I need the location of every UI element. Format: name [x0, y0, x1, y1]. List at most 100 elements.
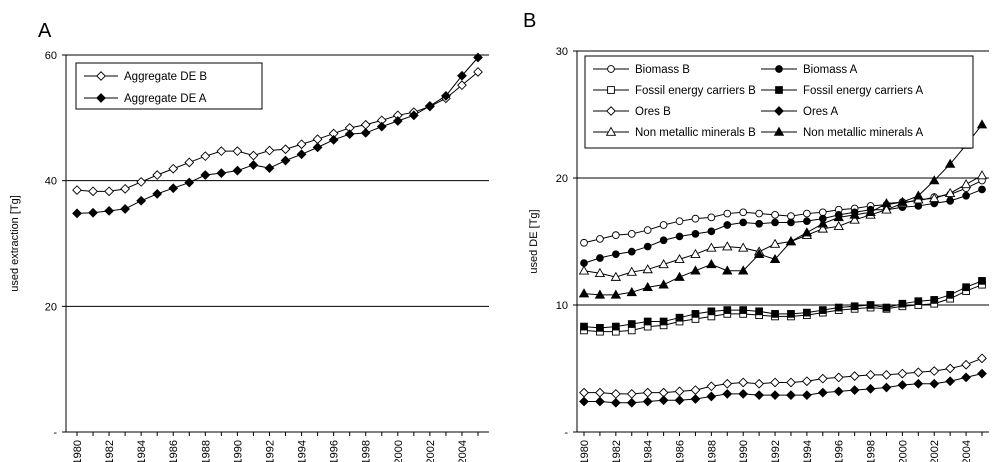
legend-marker-non-metallic-minerals-b	[605, 126, 617, 136]
point-aggregate-de-b-2005	[473, 67, 483, 77]
point-aggregate-de-b-2004	[457, 80, 467, 91]
point-ores-a-1983	[626, 397, 637, 408]
series-line-ores-a	[584, 373, 983, 404]
point-fossil-energy-carriers-a-2002	[930, 296, 939, 304]
point-ores-b-2003	[945, 363, 956, 374]
point-aggregate-de-b-1984	[136, 177, 147, 187]
point-biomass-a-1983	[627, 247, 636, 256]
point-ores-b-1983	[626, 389, 637, 399]
point-non-metallic-minerals-b-1999	[881, 204, 892, 214]
point-non-metallic-minerals-a-1983	[626, 286, 637, 297]
point-non-metallic-minerals-a-1999	[881, 198, 892, 208]
point-aggregate-de-a-1994	[296, 149, 307, 160]
point-fossil-energy-carriers-a-1981	[596, 324, 604, 332]
point-biomass-b-1984	[643, 226, 652, 234]
legend-marker-ores-b	[606, 106, 616, 116]
point-ores-a-1998	[865, 383, 876, 394]
x-tick-label-b-1992: 1992	[770, 440, 782, 462]
point-aggregate-de-a-2001	[408, 110, 419, 121]
point-non-metallic-minerals-b-1988	[706, 242, 717, 252]
point-aggregate-de-a-1982	[104, 205, 114, 216]
point-ores-a-1992	[770, 390, 780, 401]
point-aggregate-de-a-1981	[88, 207, 98, 218]
point-biomass-a-1990	[739, 218, 748, 227]
point-fossil-energy-carriers-a-1985	[659, 317, 668, 326]
point-ores-a-2005	[977, 368, 987, 379]
point-non-metallic-minerals-b-1984	[642, 264, 653, 274]
point-ores-a-1990	[738, 389, 749, 399]
point-fossil-energy-carriers-a-2005	[978, 277, 986, 285]
point-aggregate-de-b-1992	[264, 145, 275, 156]
legend-marker-biomass-a	[775, 65, 783, 73]
point-fossil-energy-carriers-a-1987	[691, 310, 700, 318]
x-tick-label-a-1980: 1980	[72, 440, 84, 462]
point-aggregate-de-a-1989	[216, 168, 227, 179]
point-ores-a-2002	[929, 378, 940, 389]
x-tick-label-b-1994: 1994	[802, 440, 814, 462]
point-ores-a-1988	[706, 391, 717, 402]
point-non-metallic-minerals-b-1995	[817, 223, 828, 233]
point-aggregate-de-a-1992	[264, 163, 275, 173]
point-ores-b-1991	[754, 378, 765, 389]
point-fossil-energy-carriers-a-2001	[914, 297, 923, 306]
point-aggregate-de-b-1986	[168, 163, 179, 174]
point-biomass-b-1992	[771, 210, 779, 219]
point-biomass-a-1992	[771, 218, 779, 227]
point-fossil-energy-carriers-a-1998	[866, 301, 875, 309]
point-non-metallic-minerals-b-1980	[578, 265, 590, 275]
point-aggregate-de-b-1985	[152, 170, 163, 180]
point-aggregate-de-b-1980	[72, 185, 82, 195]
point-aggregate-de-b-1991	[248, 150, 259, 161]
point-biomass-a-2001	[914, 202, 923, 210]
series-line-non-metallic-minerals-a	[583, 124, 983, 296]
point-non-metallic-minerals-b-1989	[722, 241, 733, 251]
point-aggregate-de-a-2003	[441, 90, 451, 101]
legend-label-ores-a: Ores A	[803, 106, 838, 118]
point-fossil-energy-carriers-a-1983	[627, 320, 636, 328]
point-ores-a-2003	[945, 376, 956, 387]
point-non-metallic-minerals-a-1988	[706, 259, 717, 269]
point-aggregate-de-a-1980	[72, 208, 82, 219]
point-aggregate-de-b-1981	[88, 186, 98, 197]
point-non-metallic-minerals-a-1984	[642, 281, 653, 291]
point-non-metallic-minerals-b-1982	[610, 271, 622, 281]
x-tick-label-a-2004: 2004	[457, 440, 469, 462]
x-tick-label-a-1988: 1988	[200, 440, 212, 462]
legend-marker-biomass-b	[607, 65, 615, 73]
point-non-metallic-minerals-b-2003	[944, 187, 956, 198]
y-tick-label-b-30: 30	[556, 46, 568, 58]
x-tick-label-a-2000: 2000	[393, 440, 405, 462]
point-biomass-a-2005	[978, 185, 986, 194]
point-non-metallic-minerals-a-1992	[769, 253, 781, 264]
point-non-metallic-minerals-a-2005	[976, 119, 988, 129]
point-non-metallic-minerals-a-1997	[849, 209, 860, 219]
x-tick-label-b-1998: 1998	[866, 440, 878, 462]
point-non-metallic-minerals-b-1990	[738, 242, 749, 252]
point-ores-b-1990	[738, 377, 749, 388]
point-non-metallic-minerals-a-1995	[817, 218, 828, 228]
point-aggregate-de-a-2000	[392, 116, 403, 126]
point-non-metallic-minerals-b-1983	[626, 266, 637, 276]
legend-label-aggregate-de-a: Aggregate DE A	[124, 93, 207, 105]
point-ores-b-1981	[595, 387, 605, 398]
point-biomass-b-1983	[627, 230, 636, 238]
point-aggregate-de-a-1993	[280, 155, 291, 166]
point-non-metallic-minerals-a-1985	[658, 279, 669, 289]
x-tick-label-b-1986: 1986	[675, 440, 687, 462]
point-aggregate-de-a-2004	[457, 70, 467, 81]
x-tick-label-b-1990: 1990	[738, 440, 750, 462]
point-fossil-energy-carriers-b-1983	[627, 326, 636, 335]
point-biomass-b-1990	[739, 208, 748, 217]
point-aggregate-de-a-1987	[184, 177, 195, 188]
x-tick-label-b-1980: 1980	[579, 440, 591, 462]
legend-label-aggregate-de-b: Aggregate DE B	[124, 71, 207, 83]
point-aggregate-de-a-1998	[360, 128, 371, 138]
point-fossil-energy-carriers-a-1997	[850, 302, 859, 311]
point-non-metallic-minerals-a-1991	[753, 248, 765, 258]
legend-marker-non-metallic-minerals-a	[773, 126, 785, 136]
point-biomass-b-1982	[611, 231, 620, 240]
y-tick-label-b-20: 20	[556, 173, 568, 185]
panel-a-letter: A	[38, 20, 52, 42]
legend-marker-aggregate-de-b	[96, 71, 106, 81]
point-aggregate-de-b-1989	[216, 146, 227, 157]
